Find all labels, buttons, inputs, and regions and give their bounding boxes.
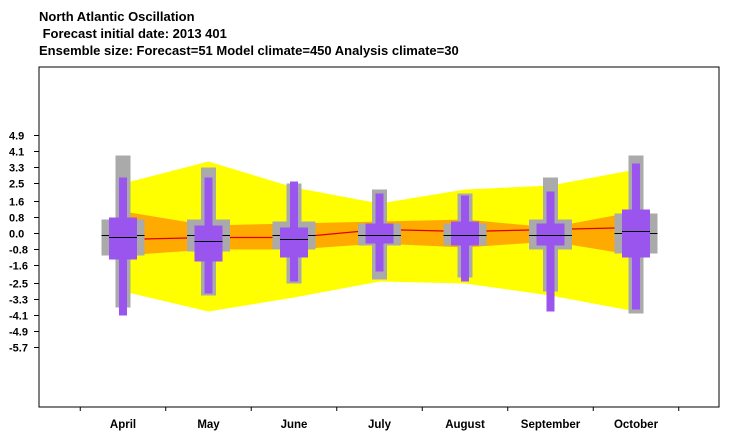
y-tick-label: -5.7 [9,343,28,355]
x-tick-label: July [368,419,392,431]
chart-header: North Atlantic Oscillation Forecast init… [39,8,459,59]
x-tick-label: May [197,419,220,431]
ensemble-size: Ensemble size: Forecast=51 Model climate… [39,43,459,58]
y-tick-label: 2.5 [9,179,24,191]
month-boxes-july [358,189,401,280]
x-tick-label: April [110,419,136,431]
forecast-box [365,223,394,244]
month-boxes-june [272,181,316,284]
y-tick-label: 4.1 [9,147,24,159]
month-boxes-august [443,193,487,282]
y-tick-label: -4.1 [9,311,28,323]
forecast-box [194,225,223,262]
month-boxes-september [529,177,572,312]
chart-title: North Atlantic Oscillation [39,9,195,24]
y-tick-label: -4.9 [9,327,28,339]
y-tick-label: 1.6 [9,197,24,209]
y-tick-label: 0.0 [9,229,24,241]
x-axis: April May June July August September October [79,407,680,431]
y-tick-label: 4.9 [9,131,24,143]
y-tick-label: -3.3 [9,295,28,307]
y-tick-label: 3.3 [9,163,24,175]
y-tick-label: -1.6 [9,261,28,273]
forecast-box [109,217,137,260]
x-tick-label: June [281,419,308,431]
y-tick-label: -0.8 [9,245,28,257]
forecast-box [622,209,650,258]
forecast-whisker [546,191,555,312]
x-tick-label: September [521,419,581,431]
y-axis: 4.9 4.1 3.3 2.5 1.6 0.8 0.0 -0.8 -1.6 -2.5 -3.3 -4.… [9,131,39,355]
x-tick-label: October [614,419,659,431]
y-tick-label: -2.5 [9,279,28,291]
forecast-date: Forecast initial date: 2013 401 [39,26,227,41]
forecast-box [280,227,308,258]
forecast-box [451,221,479,246]
month-boxes-april [101,155,145,316]
y-tick-label: 0.8 [9,213,24,225]
month-boxes-october [614,155,658,314]
forecast-box [536,223,565,246]
x-tick-label: August [445,419,485,431]
month-boxes-may [187,167,230,296]
